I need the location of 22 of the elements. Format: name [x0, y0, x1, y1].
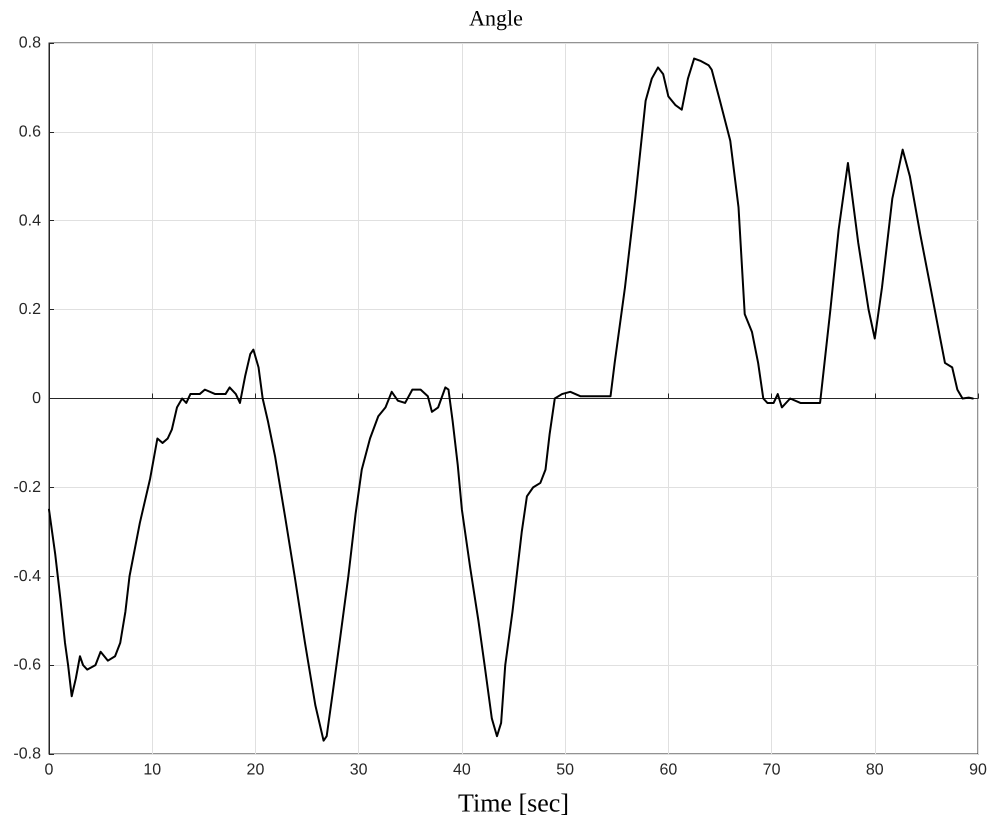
y-tick-label: 0 [32, 390, 42, 407]
x-tick-label: 80 [866, 762, 884, 778]
line-series [48, 58, 974, 742]
x-tick-label: 50 [556, 762, 574, 778]
x-tick-label: 90 [969, 762, 987, 778]
x-axis-title: Time [sec] [458, 788, 569, 818]
x-tick-label: 60 [659, 762, 678, 778]
x-tick-label: 0 [44, 762, 54, 778]
y-tick-label: -0.4 [13, 568, 42, 585]
x-tick-label: 70 [762, 762, 781, 778]
y-tick-label: 0.2 [18, 301, 42, 318]
x-tick-label: 40 [452, 762, 471, 778]
x-tick-label: 10 [143, 762, 162, 778]
chart-title: Angle [469, 6, 523, 30]
y-tick-label: 0.8 [18, 34, 42, 52]
x-tick-label: 30 [350, 762, 368, 778]
y-tick-label: -0.6 [13, 656, 42, 674]
x-tick-label: 20 [246, 762, 264, 778]
y-tick-label: 0.4 [18, 212, 42, 230]
y-tick-label: -0.8 [13, 746, 42, 762]
y-tick-label: -0.2 [13, 478, 42, 496]
y-tick-label: 0.6 [18, 123, 42, 140]
